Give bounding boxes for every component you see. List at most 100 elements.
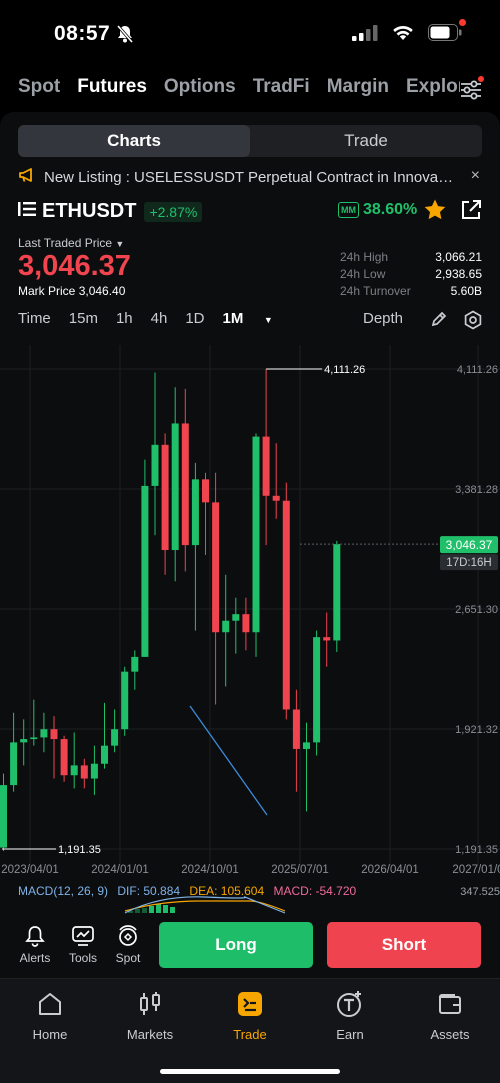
candle xyxy=(181,388,189,572)
macd-dea-line xyxy=(124,900,286,912)
depth-button[interactable]: Depth xyxy=(363,310,404,327)
candle-body xyxy=(333,544,341,641)
current-price-tag xyxy=(440,536,498,554)
announcement-bar[interactable]: New Listing : USELESSUSDT Perpetual Cont… xyxy=(18,166,482,188)
y-tick-label: 1,191.35 xyxy=(455,844,498,856)
candle xyxy=(161,433,169,575)
candle-body xyxy=(323,637,331,641)
symbol-name: ETHUSDT xyxy=(42,200,137,222)
y-tick-label: 4,111.26 xyxy=(457,364,498,376)
star-icon[interactable] xyxy=(423,198,447,227)
candle xyxy=(30,699,38,746)
macd-dea: DEA: 105.604 xyxy=(189,884,265,898)
countdown-label: 17D:16H xyxy=(446,557,491,569)
macd-bar xyxy=(170,907,175,913)
candle xyxy=(20,719,28,766)
nav-markets[interactable]: Markets xyxy=(115,989,185,1042)
candle xyxy=(121,666,129,736)
candle-body xyxy=(50,729,58,740)
macd-legend[interactable]: MACD(12, 26, 9) DIF: 50.884 DEA: 105.604… xyxy=(18,884,362,898)
candle xyxy=(111,709,119,753)
timeframe-tabs: Time 15m 1h 4h 1D 1M ▼ xyxy=(18,310,309,327)
tf-1d[interactable]: 1D xyxy=(185,310,205,327)
bottom-nav: Home Markets Trade Earn Assets xyxy=(0,978,500,1083)
candle xyxy=(141,459,149,657)
candle-body xyxy=(121,671,129,730)
candle-body xyxy=(262,436,270,496)
candle-body xyxy=(212,502,220,633)
candle-body xyxy=(161,444,169,551)
alerts-button[interactable]: Alerts xyxy=(15,924,55,965)
close-icon[interactable]: × xyxy=(470,167,480,184)
candle-body xyxy=(141,485,149,657)
settings-icon[interactable] xyxy=(463,310,483,335)
nav-home[interactable]: Home xyxy=(15,989,85,1042)
candle-body xyxy=(111,729,119,746)
tab-futures[interactable]: Futures xyxy=(77,76,147,97)
wifi-icon xyxy=(392,25,414,46)
spot-button[interactable]: Spot xyxy=(108,924,148,965)
candle-body xyxy=(10,742,18,786)
nav-assets[interactable]: Assets xyxy=(415,989,485,1042)
menu-icon[interactable] xyxy=(18,201,36,222)
tab-explore[interactable]: Explor xyxy=(405,76,460,97)
announcement-text: New Listing : USELESSUSDT Perpetual Cont… xyxy=(44,168,456,186)
candle-body xyxy=(282,500,290,710)
trade-action-bar: Alerts Tools Spot Long Short xyxy=(0,918,500,976)
symbol-header[interactable]: ETHUSDT +2.87% xyxy=(18,200,203,223)
share-icon[interactable] xyxy=(460,199,482,226)
candle-body xyxy=(272,495,280,501)
wallet-icon xyxy=(415,989,485,1019)
tab-options[interactable]: Options xyxy=(163,76,236,97)
macd-bar xyxy=(149,906,154,913)
candle-body xyxy=(0,785,7,848)
x-axis: 2023/04/01 2024/01/01 2024/10/01 2025/07/01… xyxy=(1,864,500,876)
candle xyxy=(0,773,7,851)
tf-1m[interactable]: 1M ▼ xyxy=(222,310,273,327)
tab-margin[interactable]: Margin xyxy=(326,76,389,97)
spot-icon xyxy=(108,924,148,948)
tf-15m[interactable]: 15m xyxy=(68,310,98,327)
mm-rate[interactable]: MM 38.60% xyxy=(338,201,417,219)
earn-icon xyxy=(315,989,385,1019)
countdown-tag xyxy=(440,554,498,571)
short-button[interactable]: Short xyxy=(327,922,481,968)
battery-icon xyxy=(428,19,466,46)
tab-tradfi[interactable]: TradFi xyxy=(252,76,310,97)
long-button[interactable]: Long xyxy=(159,922,313,968)
last-price: 3,046.37 xyxy=(18,250,131,282)
mm-value: 38.60% xyxy=(363,201,418,218)
candle xyxy=(90,745,98,795)
segment-charts[interactable]: Charts xyxy=(18,125,250,157)
y-axis: 4,111.26 3,381.28 2,651.30 1,921.32 1,191.35 xyxy=(455,364,498,856)
tools-button[interactable]: Tools xyxy=(63,924,103,965)
x-tick-label: 2027/01/0 xyxy=(452,864,500,876)
candle xyxy=(40,712,48,753)
candle-body xyxy=(80,765,88,779)
candle xyxy=(191,462,199,631)
candle-body xyxy=(151,444,159,486)
tf-time[interactable]: Time xyxy=(18,310,51,327)
nav-trade[interactable]: Trade xyxy=(215,989,285,1042)
candle xyxy=(272,443,280,519)
tf-1h[interactable]: 1h xyxy=(115,310,133,327)
candle xyxy=(212,472,220,705)
cellular-signal-icon xyxy=(352,24,378,46)
trend-line[interactable] xyxy=(189,705,268,816)
macd-dif-line xyxy=(124,896,286,914)
price-chart[interactable]: 4,111.26 3,381.28 2,651.30 1,921.32 1,191.35… xyxy=(0,345,500,915)
candle-body xyxy=(40,729,48,738)
nav-earn[interactable]: Earn xyxy=(315,989,385,1042)
mark-price: Mark Price 3,046.40 xyxy=(18,284,126,298)
tf-4h[interactable]: 4h xyxy=(150,310,168,327)
segment-trade[interactable]: Trade xyxy=(344,131,388,150)
candle-body xyxy=(191,479,199,546)
stat-row: 24h Low 2,938.65 xyxy=(340,267,482,281)
bell-muted-icon xyxy=(116,24,134,49)
price-change-badge: +2.87% xyxy=(144,201,203,222)
last-traded-label[interactable]: Last Traded Price ▼ xyxy=(18,236,125,250)
mm-badge: MM xyxy=(338,202,359,218)
filter-sliders-icon[interactable] xyxy=(460,76,484,105)
tab-spot[interactable]: Spot xyxy=(18,76,61,97)
pencil-icon[interactable] xyxy=(430,310,448,333)
